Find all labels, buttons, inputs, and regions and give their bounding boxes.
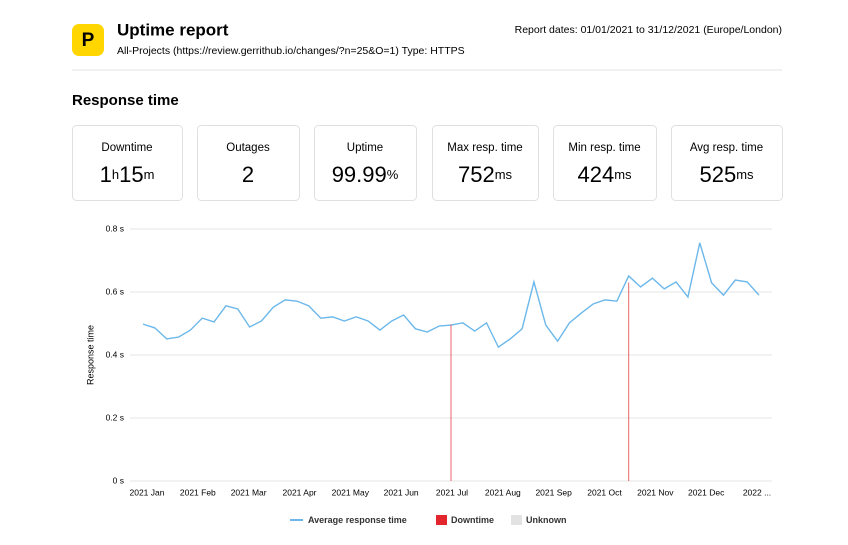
stat-label: Avg resp. time: [690, 142, 763, 154]
stat-value-part: 424: [577, 162, 614, 187]
stat-label: Downtime: [101, 142, 152, 154]
y-tick-label: 0.8 s: [106, 223, 124, 233]
legend-label: Unknown: [526, 515, 567, 525]
x-tick-label: 2021 Dec: [688, 487, 725, 497]
x-tick-label: 2021 Jun: [384, 487, 419, 497]
stat-card: [671, 125, 783, 201]
stat-value: 2: [242, 162, 254, 187]
legend-label: Downtime: [451, 515, 494, 525]
stat-value: 752ms: [458, 162, 513, 187]
stat-value-part: 2: [242, 162, 254, 187]
y-axis-label: Response time: [85, 325, 95, 385]
stat-value-part: ms: [736, 167, 754, 182]
stat-value-part: ms: [495, 167, 513, 182]
x-tick-label: 2021 Aug: [485, 487, 521, 497]
x-tick-label: 2021 Feb: [180, 487, 216, 497]
legend-swatch: [511, 515, 522, 525]
stat-value: 99.99%: [332, 162, 399, 187]
stat-card: [314, 125, 417, 201]
x-tick-label: 2021 Apr: [282, 487, 316, 497]
stat-value-part: 752: [458, 162, 495, 187]
x-tick-label: 2021 Jan: [130, 487, 165, 497]
x-tick-label: 2021 Oct: [587, 487, 622, 497]
stat-label: Min resp. time: [568, 142, 640, 154]
stat-value: 525ms: [699, 162, 754, 187]
x-tick-label: 2021 Nov: [637, 487, 674, 497]
subtitle: All-Projects (https://review.gerrithub.i…: [117, 45, 465, 57]
logo: P: [82, 30, 95, 51]
x-tick-label: 2021 May: [332, 487, 370, 497]
legend-label: Average response time: [308, 515, 407, 525]
stat-value-part: 15: [119, 162, 143, 187]
stat-value: 424ms: [577, 162, 632, 187]
report-dates: Report dates: 01/01/2021 to 31/12/2021 (…: [515, 24, 782, 36]
stat-label: Outages: [226, 142, 270, 154]
stat-value-part: m: [144, 167, 155, 182]
x-tick-label: 2022 ...: [743, 487, 771, 497]
x-tick-label: 2021 Jul: [436, 487, 468, 497]
stat-value-part: 525: [699, 162, 736, 187]
logo-bg: [72, 24, 104, 56]
x-tick-label: 2021 Mar: [231, 487, 267, 497]
stat-value-part: %: [387, 167, 399, 182]
stat-card: [197, 125, 300, 201]
legend-swatch: [436, 515, 447, 525]
stat-label: Max resp. time: [447, 142, 522, 154]
y-tick-label: 0.2 s: [106, 412, 124, 422]
stat-card: [432, 125, 539, 201]
x-tick-label: 2021 Sep: [535, 487, 572, 497]
stat-card: [553, 125, 657, 201]
y-tick-label: 0 s: [113, 475, 124, 485]
stat-value: 1h15m: [100, 162, 155, 187]
stat-value-part: h: [112, 167, 119, 182]
stat-value-part: ms: [614, 167, 632, 182]
stat-card: [72, 125, 183, 201]
stat-value-part: 99.99: [332, 162, 387, 187]
stat-label: Uptime: [347, 142, 383, 154]
y-tick-label: 0.6 s: [106, 286, 124, 296]
section-title: Response time: [72, 92, 179, 109]
stat-value-part: 1: [100, 162, 112, 187]
title: Uptime report: [117, 20, 229, 39]
y-tick-label: 0.4 s: [106, 349, 124, 359]
